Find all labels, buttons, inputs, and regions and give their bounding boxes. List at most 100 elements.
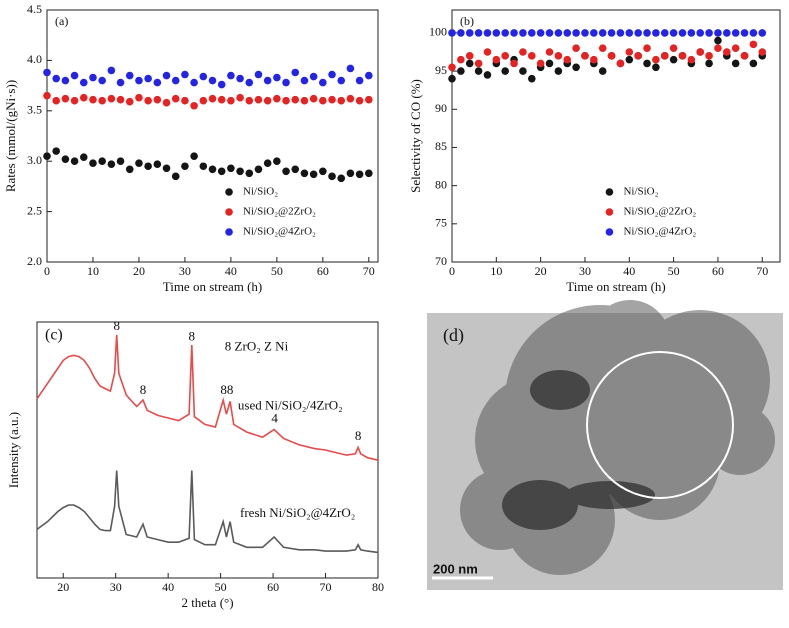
data-point <box>669 44 678 52</box>
data-point <box>181 96 189 105</box>
data-point <box>199 96 208 105</box>
data-point <box>52 74 60 83</box>
data-point <box>501 52 509 60</box>
data-point <box>705 59 713 68</box>
y-tick-label: 90 <box>435 101 447 115</box>
data-point <box>714 36 722 45</box>
data-point <box>519 67 527 75</box>
plot-frame <box>451 9 781 263</box>
x-tick-label: 40 <box>225 264 237 278</box>
data-point <box>291 68 300 77</box>
data-point <box>135 159 143 168</box>
data-point <box>227 96 235 105</box>
y-tick-label: 3.5 <box>27 103 42 117</box>
scale-bar-label: 200 nm <box>433 561 478 576</box>
x-axis-title: 2 theta (°) <box>181 595 233 610</box>
data-point <box>625 29 634 37</box>
data-point <box>723 48 731 56</box>
data-point <box>346 64 355 73</box>
data-point <box>457 29 465 37</box>
data-point <box>581 52 589 60</box>
data-point <box>171 172 180 181</box>
data-point <box>245 169 254 178</box>
data-line <box>36 334 379 461</box>
data-point <box>319 78 327 87</box>
data-point <box>319 96 327 105</box>
data-point <box>208 165 217 174</box>
x-tick-label: 10 <box>87 264 99 278</box>
data-point <box>492 55 501 64</box>
data-point <box>144 74 152 83</box>
data-point <box>687 29 696 37</box>
data-point <box>625 48 634 56</box>
data-point <box>696 29 705 37</box>
data-point <box>107 160 116 169</box>
data-point <box>199 72 208 81</box>
data-point <box>457 67 465 75</box>
data-point <box>199 162 208 171</box>
data-point <box>227 71 235 80</box>
data-point <box>545 59 554 68</box>
data-point <box>448 74 456 83</box>
y-tick-label: 95 <box>435 63 447 77</box>
x-tick-label: 70 <box>320 580 332 594</box>
data-point <box>236 93 244 102</box>
data-point <box>510 59 518 68</box>
data-point <box>236 167 244 176</box>
data-point <box>365 95 373 104</box>
data-point <box>217 167 226 176</box>
x-tick-label: 60 <box>712 264 724 278</box>
data-point <box>153 78 162 87</box>
x-tick-label: 20 <box>535 264 547 278</box>
data-point <box>740 29 749 37</box>
legend-marker <box>605 188 614 196</box>
data-point <box>43 152 51 160</box>
data-point <box>337 96 346 105</box>
data-point <box>723 29 731 37</box>
data-line <box>36 470 379 554</box>
data-point <box>144 162 152 171</box>
data-point <box>554 52 563 60</box>
data-point <box>217 95 226 104</box>
data-point <box>190 78 198 87</box>
legend-label: Ni/SiO₂@4ZrO₂ <box>623 226 696 238</box>
data-point <box>337 174 346 183</box>
data-point <box>652 63 660 72</box>
data-point <box>365 169 373 178</box>
data-point <box>758 29 767 37</box>
data-point <box>273 94 281 103</box>
data-point <box>309 170 318 179</box>
data-point <box>705 52 713 60</box>
y-tick-label: 100 <box>429 25 447 39</box>
annotation: 8 <box>355 428 362 443</box>
data-point <box>135 93 143 102</box>
data-point <box>263 76 272 85</box>
data-point <box>282 96 290 105</box>
data-point <box>171 94 180 103</box>
data-point <box>125 71 134 80</box>
data-point <box>758 48 767 56</box>
data-point <box>510 29 518 37</box>
data-point <box>669 29 678 37</box>
legend-label: Ni/SiO₂@2ZrO₂ <box>243 206 316 218</box>
data-point <box>669 55 678 64</box>
data-point <box>607 52 616 60</box>
data-point <box>98 157 106 165</box>
highlight-circle <box>586 351 734 499</box>
data-point <box>643 44 651 52</box>
data-point <box>328 172 336 181</box>
data-point <box>678 29 687 37</box>
data-point <box>483 48 492 56</box>
data-point <box>749 29 758 37</box>
data-point <box>190 101 198 110</box>
data-point <box>660 52 669 60</box>
panel-label: (a) <box>55 14 68 28</box>
data-point <box>634 52 642 60</box>
x-tick-label: 20 <box>133 264 145 278</box>
data-point <box>545 48 554 56</box>
data-point <box>346 169 355 178</box>
x-tick-label: 60 <box>317 264 329 278</box>
data-point <box>749 59 758 68</box>
data-point <box>89 95 97 104</box>
y-tick-label: 2.0 <box>27 254 42 268</box>
